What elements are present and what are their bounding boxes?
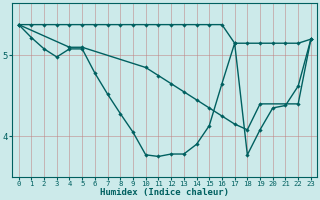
X-axis label: Humidex (Indice chaleur): Humidex (Indice chaleur) xyxy=(100,188,229,197)
